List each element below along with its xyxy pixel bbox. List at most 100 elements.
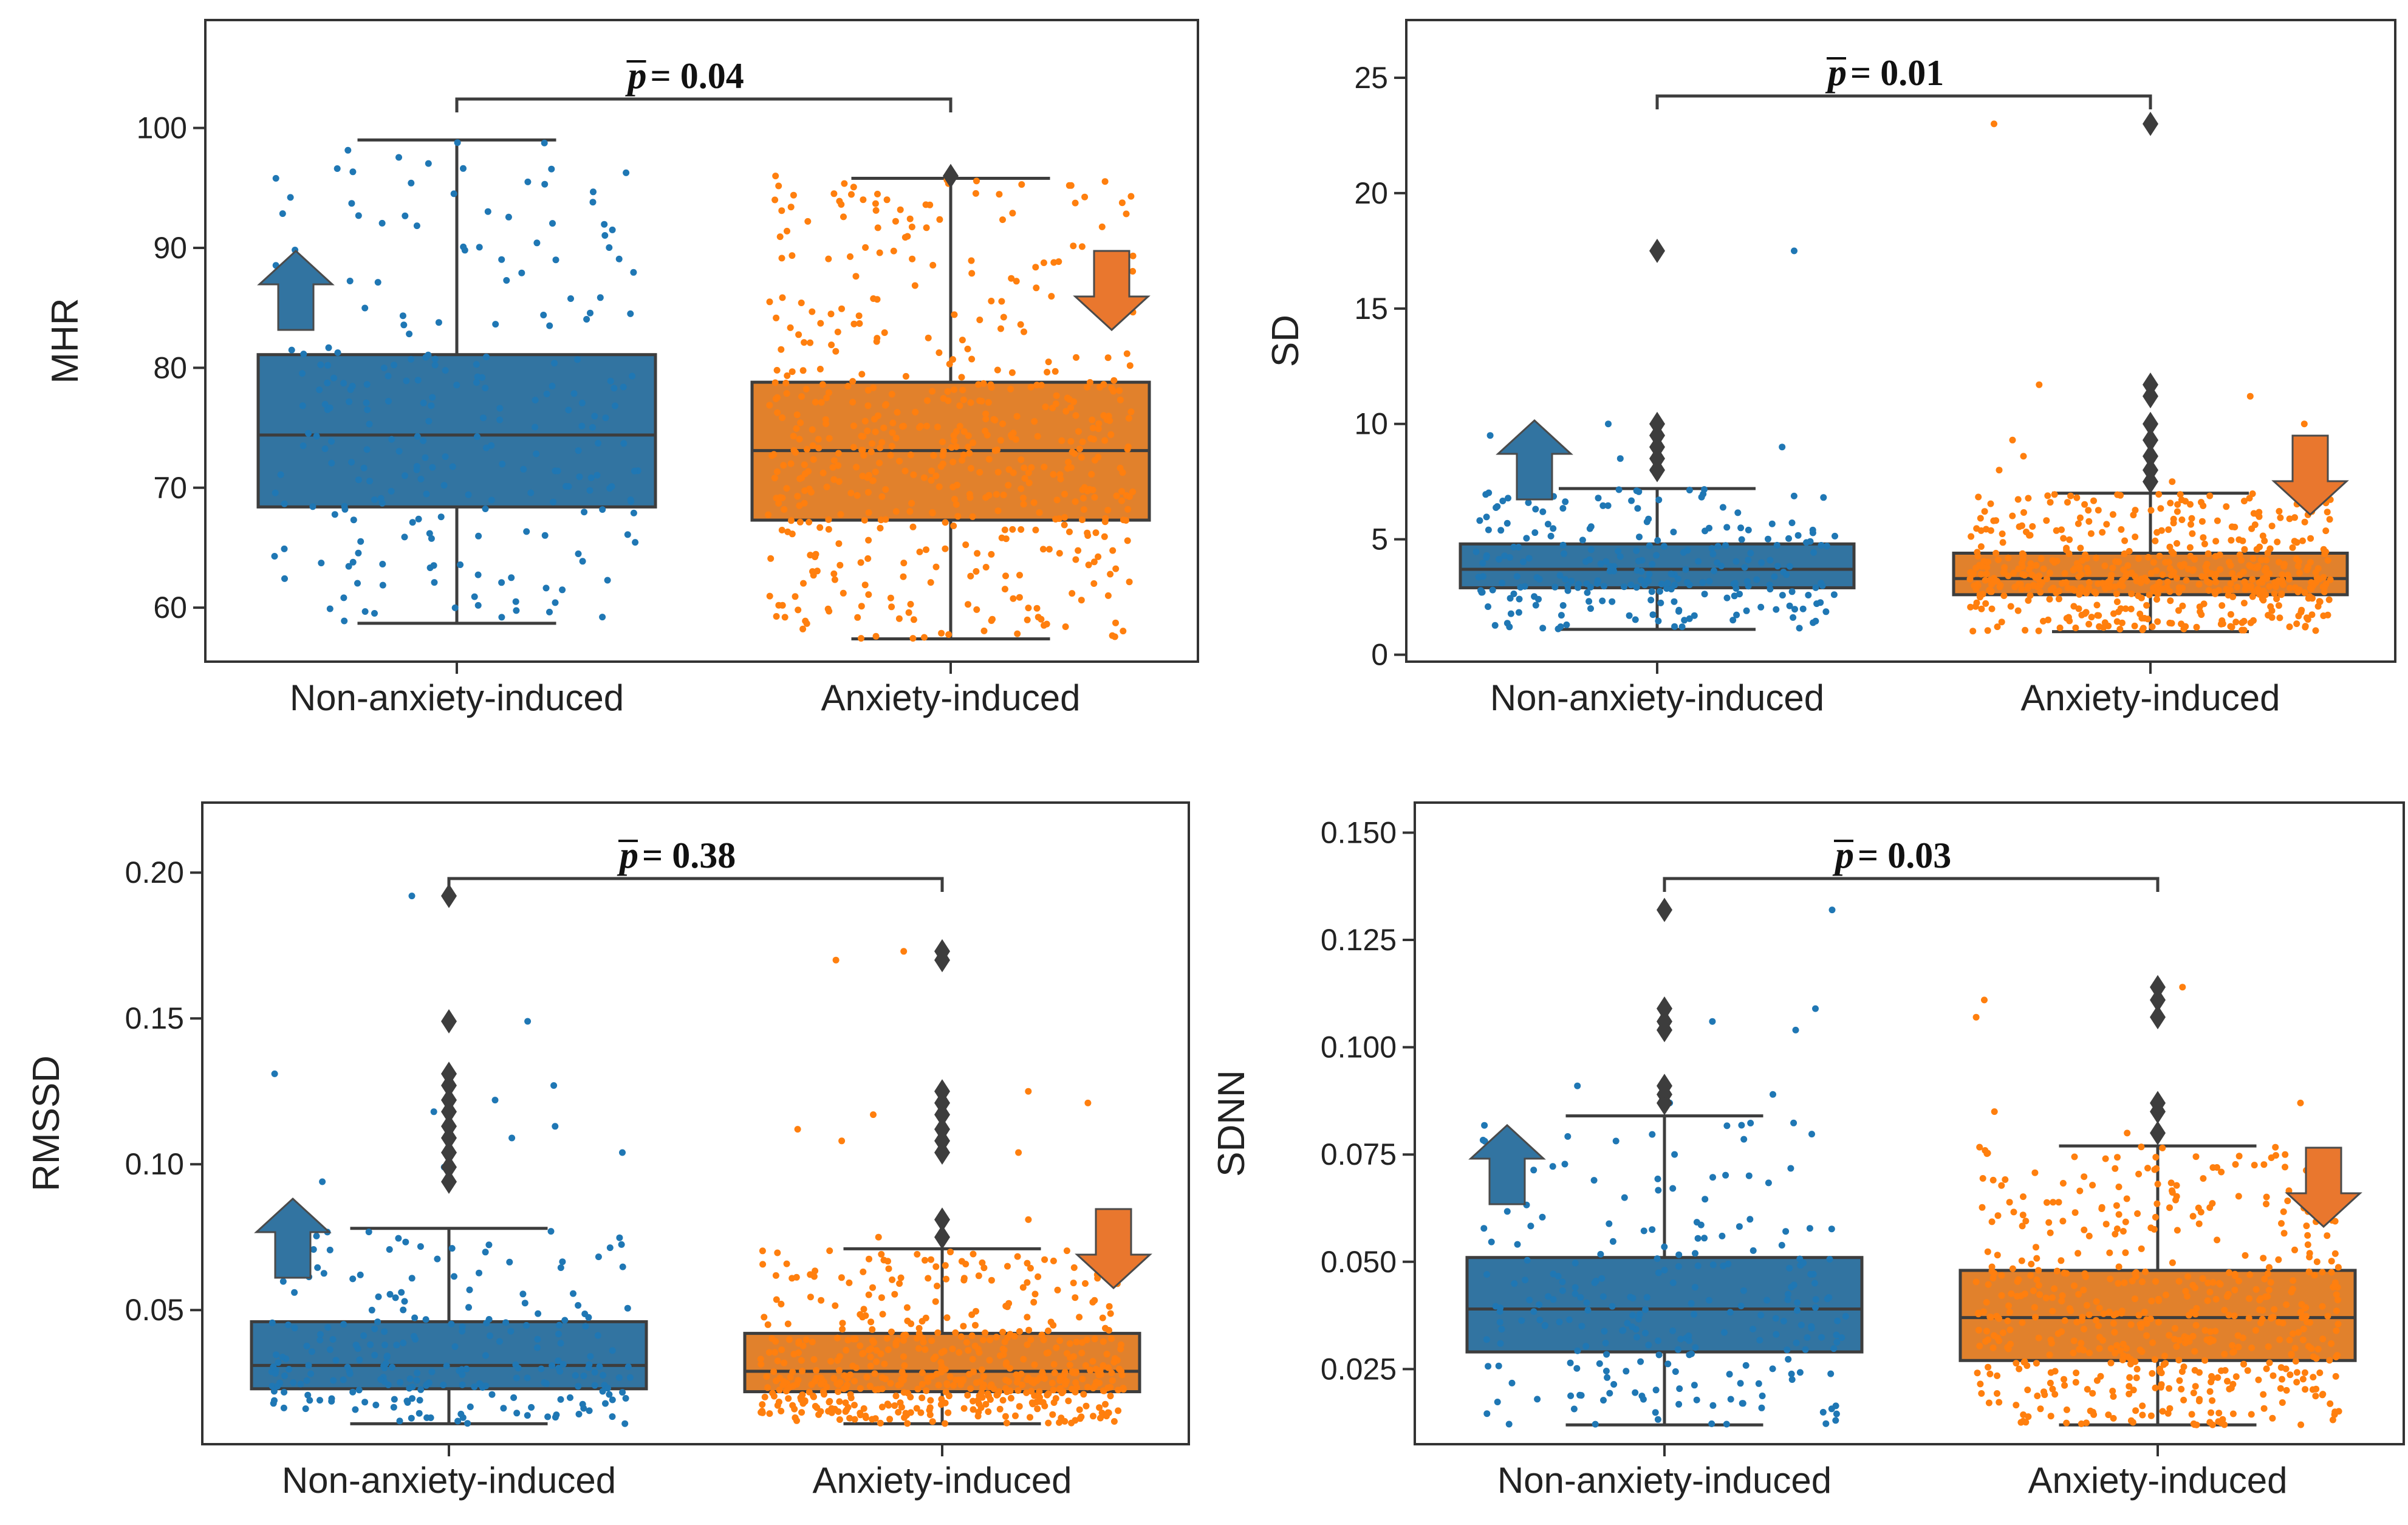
data-point — [448, 1320, 455, 1328]
data-point — [1774, 563, 1781, 570]
data-point — [1994, 1390, 2000, 1397]
data-point — [2296, 569, 2303, 577]
data-point — [2056, 624, 2064, 631]
data-point — [549, 382, 556, 389]
data-point — [321, 445, 329, 453]
data-point — [999, 216, 1006, 224]
data-point — [2010, 569, 2017, 577]
data-point — [1055, 258, 1062, 266]
data-point — [371, 1325, 378, 1332]
data-point — [926, 1411, 934, 1419]
data-point — [2263, 1365, 2270, 1372]
data-point — [281, 575, 288, 582]
data-point — [547, 1228, 555, 1235]
data-point — [925, 1374, 932, 1382]
data-point — [2137, 579, 2144, 586]
data-point — [2331, 1408, 2339, 1416]
data-point — [882, 516, 889, 523]
data-point — [2004, 1317, 2011, 1325]
data-point — [1984, 627, 1991, 634]
data-point — [2139, 626, 2146, 634]
data-point — [2282, 1163, 2288, 1171]
data-point — [2266, 570, 2273, 577]
data-point — [877, 444, 884, 451]
data-point — [1757, 603, 1765, 611]
data-point — [1081, 193, 1089, 200]
data-point — [867, 1362, 874, 1369]
data-point — [379, 561, 386, 567]
data-point — [1995, 557, 2002, 563]
data-point — [2299, 1314, 2306, 1321]
data-point — [2214, 517, 2221, 524]
data-point — [785, 1336, 793, 1343]
outlier-marker — [2143, 458, 2158, 482]
data-point — [1996, 467, 2003, 474]
data-point — [1057, 1374, 1064, 1382]
data-point — [2051, 1285, 2058, 1292]
data-point — [326, 404, 333, 411]
data-point — [1518, 1317, 1525, 1324]
data-point — [926, 201, 934, 208]
data-point — [552, 599, 559, 606]
data-point — [2238, 557, 2245, 564]
data-point — [2286, 1337, 2293, 1344]
data-point — [934, 1329, 942, 1336]
data-point — [887, 594, 894, 601]
data-point — [2235, 1193, 2242, 1200]
data-point — [1610, 1381, 1618, 1388]
data-point — [2020, 1193, 2027, 1201]
data-point — [1036, 509, 1043, 516]
data-point — [570, 1290, 576, 1297]
data-point — [843, 1346, 850, 1354]
data-point — [982, 494, 990, 501]
data-point — [827, 1358, 835, 1365]
data-point — [997, 437, 1004, 444]
data-point — [949, 484, 957, 491]
data-point — [2046, 595, 2053, 603]
y-tick-label: 10 — [1354, 407, 1388, 441]
data-point — [1691, 1311, 1698, 1318]
data-point — [2178, 1385, 2185, 1393]
data-point — [1688, 1300, 1695, 1307]
data-point — [593, 471, 601, 479]
box-iqr — [1958, 1269, 2357, 1362]
data-point — [1070, 242, 1077, 250]
data-point — [1072, 199, 1079, 207]
data-point — [1597, 560, 1604, 567]
data-point — [1657, 599, 1664, 606]
data-point — [2006, 1326, 2014, 1334]
category-label: Non-anxiety-induced — [282, 1460, 616, 1501]
data-point — [975, 381, 982, 388]
data-point — [1804, 1334, 1811, 1341]
data-point — [448, 1245, 456, 1252]
data-point — [471, 593, 478, 600]
data-point — [1983, 1328, 1990, 1335]
arrow-up-icon — [254, 1197, 332, 1279]
data-point — [590, 188, 597, 196]
data-point — [361, 1399, 369, 1406]
data-point — [2189, 1281, 2197, 1289]
data-point — [2249, 593, 2256, 600]
data-point — [1693, 1219, 1700, 1226]
data-point — [778, 1408, 785, 1414]
data-point — [2035, 627, 2042, 634]
data-point — [408, 1275, 416, 1282]
data-point — [606, 1391, 613, 1398]
data-point — [817, 320, 824, 327]
data-point — [1788, 1370, 1795, 1377]
data-point — [840, 1385, 847, 1393]
data-point — [565, 406, 572, 414]
data-point — [1031, 1361, 1038, 1368]
data-point — [847, 490, 855, 496]
data-point — [2224, 1377, 2231, 1385]
data-point — [861, 516, 868, 524]
data-point — [804, 446, 810, 453]
data-point — [1986, 587, 1993, 594]
data-point — [630, 509, 637, 516]
data-point — [1497, 1304, 1504, 1312]
data-point — [987, 381, 994, 388]
data-point — [1985, 1281, 1992, 1288]
data-point — [1737, 1303, 1745, 1309]
data-point — [1503, 519, 1511, 527]
data-point — [864, 488, 872, 496]
